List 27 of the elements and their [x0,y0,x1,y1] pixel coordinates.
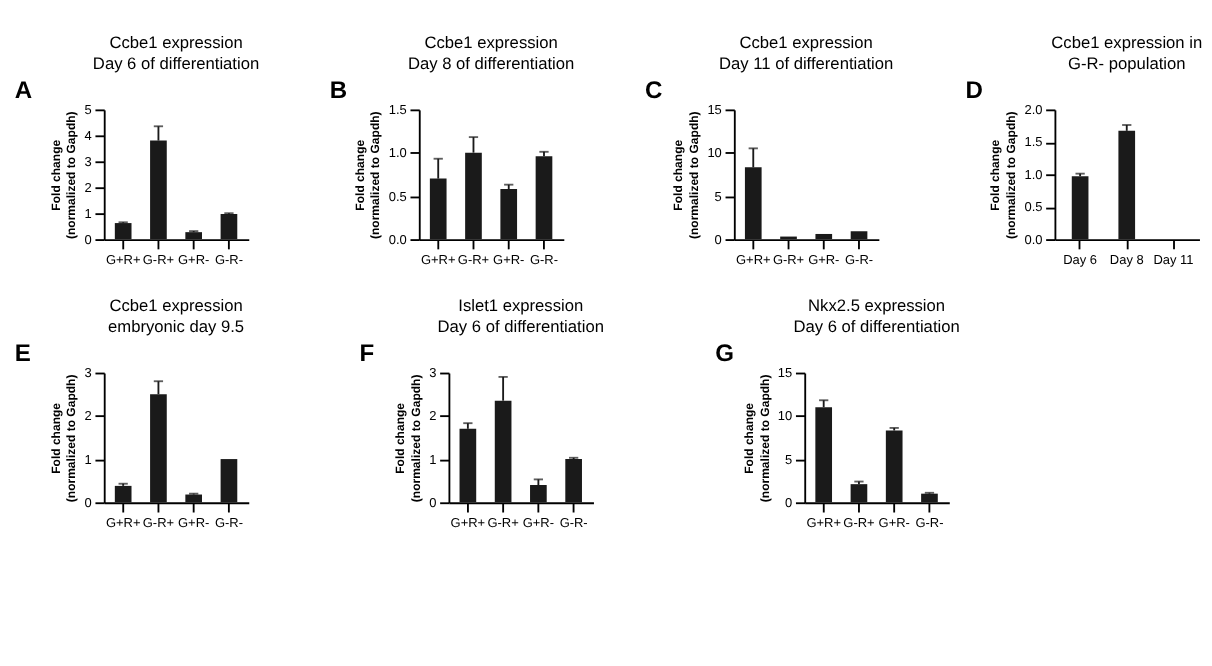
text: A [14,76,33,105]
bar [850,231,868,240]
chart-title: Nkx2.5 expression Day 6 of differentiation [793,295,961,336]
bar [921,493,938,503]
bar [530,485,547,503]
chart-title: Ccbe1 expression embryonic day 9.5 [107,295,245,336]
chart-title: Ccbe1 expression Day 6 of differentiation [92,32,260,73]
text: G [715,339,735,368]
text: C [644,76,663,105]
bar [114,485,132,503]
bar [815,407,833,503]
chart-title: Ccbe1 expression in G-R- population [1051,32,1203,73]
chart-title: Ccbe1 expression Day 11 of differentiation [718,32,895,73]
chart-title: Ccbe1 expression Day 8 of differentiation [407,32,576,73]
bar [220,459,238,503]
text: B [329,76,348,105]
bar [185,494,203,503]
bar [815,233,833,240]
bar [114,223,132,240]
bar [565,459,582,503]
text: F [359,339,375,368]
text: D [965,76,984,105]
text: E [14,339,31,368]
bar [885,430,903,503]
bar [220,213,238,240]
chart-title: Islet1 expression Day 6 of differentiation [437,295,605,336]
bar [185,232,203,240]
